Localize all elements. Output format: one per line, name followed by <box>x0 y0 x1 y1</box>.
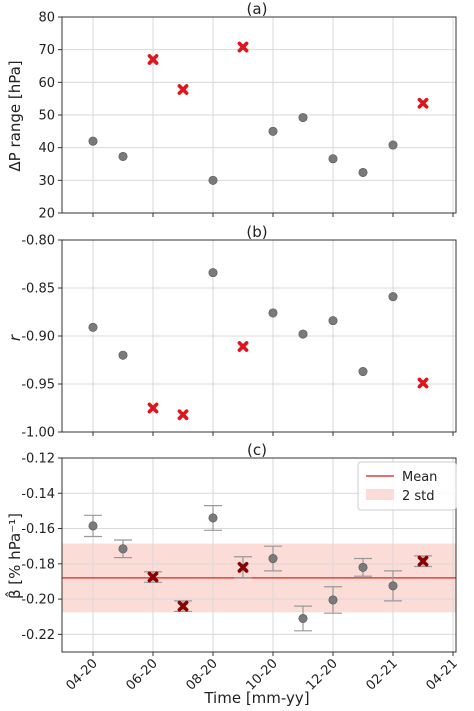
legend-std-label: 2 std <box>402 489 435 504</box>
panel-a-point-9 <box>358 167 368 177</box>
panel-a-ytick-label-3: 50 <box>38 109 55 124</box>
panel-c-point-9 <box>358 562 368 572</box>
panel-b-points <box>88 268 429 421</box>
panel-b-ytick-label-4: -0.80 <box>21 234 55 249</box>
panel-b-outlier-point-3 <box>177 409 189 421</box>
panel-c-ytick-label-4: -0.14 <box>21 487 55 502</box>
panel-c-outlier-point-2-stroke-2 <box>147 571 159 583</box>
panel-b-point-1 <box>118 350 128 360</box>
panel-a-point-6 <box>268 126 278 136</box>
panel-b: (b) r -1.00 -0.95 -0.90 -0.85 -0.80 <box>6 223 457 441</box>
panel-a-ytick-label-6: 80 <box>38 11 55 26</box>
panel-c-point-1 <box>118 544 128 554</box>
panel-c-ytick-label-3: -0.16 <box>21 522 55 537</box>
panel-a-ytick-label-2: 40 <box>38 141 55 156</box>
panel-a-outlier-point-11-stroke-2 <box>417 97 429 109</box>
panel-b-ytick-label-0: -1.00 <box>21 426 55 441</box>
panel-c-outlier-point-2 <box>147 571 159 583</box>
panel-b-point-10 <box>388 292 398 302</box>
panel-a-outlier-point-11 <box>417 97 429 109</box>
panel-c-point-10 <box>388 581 398 591</box>
panel-c-ytick-label-0: -0.22 <box>21 628 55 643</box>
panel-c-title: (c) <box>247 441 267 459</box>
panel-c-points <box>84 505 432 632</box>
panel-a-ylabel: ΔP range [hPa] <box>6 60 24 171</box>
panel-a-outlier-point-2-stroke-2 <box>147 54 159 65</box>
panel-b-outlier-point-11-stroke-2 <box>417 377 429 389</box>
panel-c-xtick-label-4: 12-20 <box>304 656 341 693</box>
panel-b-point-6 <box>268 308 278 318</box>
panel-a-title: (a) <box>247 0 268 18</box>
panel-c-xlabel: Time [mm-yy] <box>203 689 309 707</box>
panel-b-title: (b) <box>246 223 267 241</box>
panel-a-outlier-point-5 <box>237 41 249 53</box>
panel-c-xtick-label-3: 10-20 <box>244 656 281 693</box>
panel-b-outlier-point-5-stroke-2 <box>237 341 249 352</box>
panel-b-outlier-point-11 <box>417 377 429 389</box>
panel-b-point-7 <box>298 329 308 339</box>
panel-a-ytick-label-4: 60 <box>38 76 55 91</box>
panel-a-outlier-point-2 <box>147 54 159 65</box>
panel-a-ytick-label-1: 30 <box>38 174 55 189</box>
panel-c-xtick-label-1: 06-20 <box>124 656 161 693</box>
panel-a-ytick-label-0: 20 <box>38 207 55 222</box>
panel-b-point-9 <box>358 367 368 377</box>
panel-c-xtick-label-5: 02-21 <box>364 656 401 693</box>
panel-c-ytick-label-1: -0.20 <box>21 593 55 608</box>
panel-b-ytick-label-2: -0.90 <box>21 330 55 345</box>
panel-c-outlier-point-5-stroke-2 <box>237 561 249 573</box>
panel-a-point-7 <box>298 113 308 123</box>
panel-b-point-0 <box>88 322 98 332</box>
panel-b-ytick-label-3: -0.85 <box>21 282 55 297</box>
panel-b-point-4 <box>208 268 218 278</box>
panel-c-ytick-label-2: -0.18 <box>21 557 55 572</box>
panel-c-outlier-point-11-stroke-2 <box>417 555 429 567</box>
panel-b-outlier-point-2 <box>147 402 159 414</box>
panel-c-point-7 <box>298 613 308 623</box>
panel-c-xtick-label-6: 04-21 <box>424 656 461 693</box>
panel-a-point-0 <box>88 136 98 146</box>
panel-c-point-8 <box>328 595 338 605</box>
panel-b-outlier-point-2-stroke-2 <box>147 402 159 414</box>
panel-a: (a) ΔP range [hPa] 20 30 40 50 60 70 80 <box>6 0 457 222</box>
panel-c: (c) β̂ [% hPa⁻¹] Time [mm-yy] -0.22 -0.20… <box>4 441 461 707</box>
panel-a-outlier-point-3-stroke-2 <box>177 84 189 95</box>
panel-b-ytick-label-1: -0.95 <box>21 378 55 393</box>
panel-a-point-8 <box>328 154 338 164</box>
panel-b-outlier-point-3-stroke-2 <box>177 409 189 421</box>
panel-a-point-1 <box>118 151 128 161</box>
panel-c-point-6 <box>268 554 278 564</box>
panel-a-frame <box>61 16 457 214</box>
panel-c-point-0 <box>88 521 98 531</box>
panel-c-xtick-label-2: 08-20 <box>184 656 221 693</box>
panel-a-ytick-label-5: 70 <box>38 43 55 58</box>
panel-b-frame <box>61 239 457 433</box>
panel-b-outlier-point-5 <box>237 341 249 352</box>
panel-a-points <box>88 41 429 185</box>
legend-mean-label: Mean <box>402 470 437 485</box>
panel-b-ylabel: r <box>6 334 24 341</box>
panel-c-point-4 <box>208 513 218 523</box>
legend: Mean 2 std <box>357 461 457 511</box>
panel-c-outlier-point-3 <box>177 600 189 612</box>
panel-c-ylabel: β̂ [% hPa⁻¹] <box>4 513 24 599</box>
panel-c-outlier-point-3-stroke-2 <box>177 600 189 612</box>
panel-c-ytick-label-5: -0.12 <box>21 452 55 467</box>
legend-std-swatch <box>366 489 394 500</box>
panel-c-outlier-point-11 <box>417 555 429 567</box>
panel-a-outlier-point-5-stroke-2 <box>237 41 249 53</box>
panel-a-point-4 <box>208 175 218 185</box>
panel-c-outlier-point-5 <box>237 561 249 573</box>
panel-c-frame <box>61 457 457 653</box>
panel-a-point-10 <box>388 140 398 150</box>
panel-a-outlier-point-3 <box>177 84 189 95</box>
panel-b-point-8 <box>328 316 338 326</box>
panel-c-xtick-label-0: 04-20 <box>64 656 101 693</box>
